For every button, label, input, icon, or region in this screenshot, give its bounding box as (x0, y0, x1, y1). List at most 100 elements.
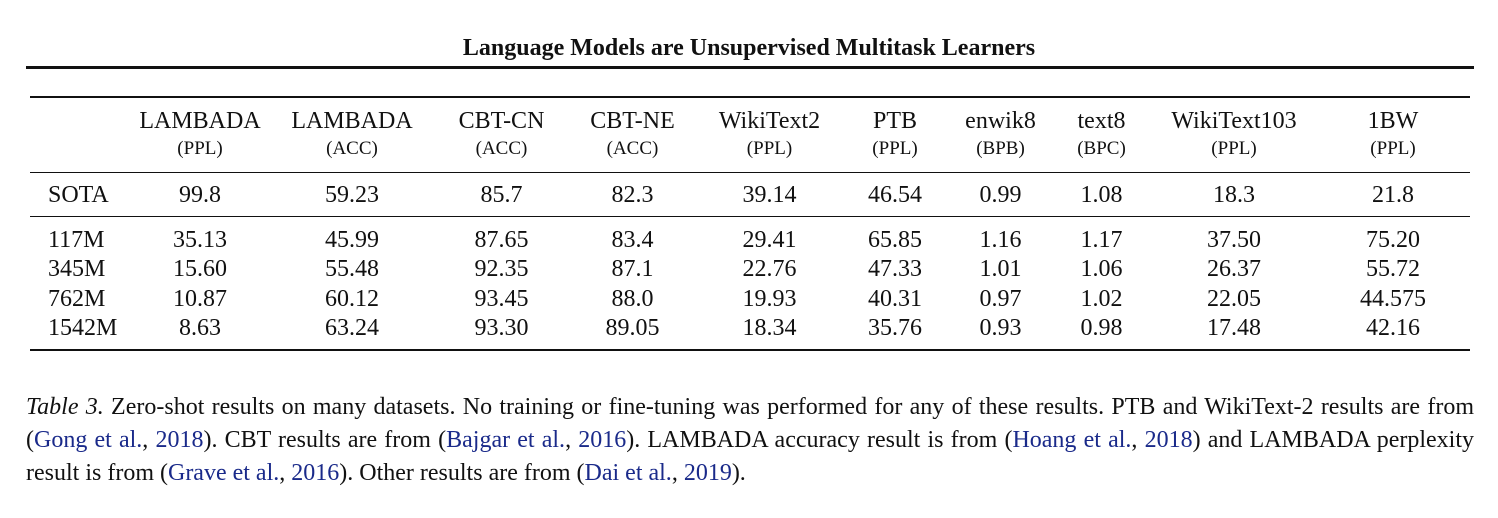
column-header: enwik8 (BPB) (950, 96, 1051, 173)
table-cell: 92.35 (474, 256, 529, 283)
citation-link[interactable]: Gong et al. (34, 427, 143, 453)
citation-link[interactable]: Dai et al. (584, 460, 672, 486)
table-cell: 82.3 (566, 172, 699, 217)
table-cell: 1.17 (1080, 226, 1123, 253)
table-cell: 22.05 (1207, 285, 1261, 312)
table-cell: 17.48 (1152, 313, 1316, 351)
table-cell: 42.16 (1316, 313, 1470, 351)
column-metric: (BPC) (1077, 138, 1126, 159)
citation-link[interactable]: Grave et al. (167, 460, 280, 486)
table-cell: 55.72 (1366, 256, 1420, 283)
table-cell: 88.0 (611, 285, 654, 312)
header-row: LAMBADA (PPL) LAMBADA (ACC) CBT-CN (ACC) CBT-N… (30, 96, 1470, 173)
table-cell: 47.33 (868, 256, 922, 283)
header-rule (26, 66, 1474, 69)
column-name: CBT-CN (458, 108, 545, 134)
column-metric: (ACC) (326, 138, 378, 159)
column-name: PTB (872, 108, 917, 134)
column-header: text8 (BPC) (1051, 96, 1152, 173)
column-header: 1BW (PPL) (1316, 96, 1470, 173)
column-name: 1BW (1367, 108, 1419, 134)
column-metric: (PPL) (872, 138, 918, 159)
citation-year-link[interactable]: 2018 (155, 427, 204, 453)
table-row: 1542M 8.63 63.24 93.30 89.05 18.34 35.76 0.93 0.… (30, 313, 1470, 351)
column-metric: (PPL) (1211, 138, 1257, 159)
table-caption: Table 3. Zero-shot results on many datas… (26, 394, 1475, 486)
table-cell: 1.16 (979, 226, 1022, 253)
table-cell: 35.13 (173, 226, 227, 253)
table-cell: 0.99 (950, 172, 1051, 217)
table-cell: 93.45 (474, 285, 529, 312)
row-label: 1542M (30, 313, 133, 351)
corner-cell (30, 96, 133, 173)
table-cell: 19.93 (742, 285, 797, 312)
table-cell: 75.20 (1366, 226, 1420, 253)
table-row: 117M 35.13 45.99 87.65 83.4 29.41 65.85 1.16 1.1… (30, 217, 1470, 255)
citation-link[interactable]: Hoang et al. (1012, 427, 1132, 453)
table-cell: 93.30 (437, 313, 566, 351)
table-cell: 85.7 (437, 172, 566, 217)
citation-year-link[interactable]: 2016 (291, 460, 340, 486)
table-cell: 65.85 (868, 226, 922, 253)
column-header: CBT-NE (ACC) (566, 96, 699, 173)
caption-text: Zero-shot results on many datasets. No t… (26, 394, 1475, 453)
table-cell: 37.50 (1207, 226, 1261, 253)
table-cell: 18.3 (1152, 172, 1316, 217)
column-metric: (PPL) (177, 138, 223, 159)
column-metric: (PPL) (1370, 138, 1416, 159)
table-cell: 46.54 (840, 172, 950, 217)
table-cell: 26.37 (1207, 256, 1261, 283)
table-cell: 10.87 (173, 285, 227, 312)
row-label: 117M (48, 226, 105, 253)
column-header: LAMBADA (PPL) (133, 96, 267, 173)
table-cell: 55.48 (325, 256, 379, 283)
column-metric: (BPB) (976, 138, 1025, 159)
column-header: WikiText103 (PPL) (1152, 96, 1316, 173)
column-name: text8 (1077, 108, 1126, 134)
table-cell: 1.01 (979, 256, 1022, 283)
table-cell: 22.76 (742, 256, 797, 283)
table-cell: 18.34 (699, 313, 840, 351)
citation-year-link[interactable]: 2019 (683, 460, 732, 486)
table-cell: 59.23 (267, 172, 437, 217)
citation-year-link[interactable]: 2018 (1144, 427, 1193, 453)
column-metric: (ACC) (475, 138, 528, 159)
row-label: 345M (48, 256, 106, 283)
caption-text: ) and LAMBADA perplexity result is from … (26, 427, 1475, 486)
citation-year-link[interactable]: 2016 (578, 427, 627, 453)
table-cell: 45.99 (325, 226, 379, 253)
column-header: PTB (PPL) (840, 96, 950, 173)
column-name: CBT-NE (590, 108, 675, 134)
column-header: WikiText2 (PPL) (699, 96, 840, 173)
caption-label: Table 3. (26, 394, 104, 420)
results-table: LAMBADA (PPL) LAMBADA (ACC) CBT-CN (ACC) CBT-N… (30, 96, 1470, 351)
table-row: 762M 10.87 60.12 93.45 88.0 19.93 40.31 0.97 1.0… (30, 284, 1470, 314)
table-cell: 1.06 (1080, 256, 1123, 283)
table-cell: 1.08 (1051, 172, 1152, 217)
table-cell: 39.14 (699, 172, 840, 217)
table-cell: 35.76 (840, 313, 950, 351)
column-metric: (PPL) (746, 138, 793, 159)
caption-text: ). (731, 460, 746, 486)
table-cell: 87.65 (474, 226, 529, 253)
table-cell: 8.63 (133, 313, 267, 351)
table-cell: 0.93 (950, 313, 1051, 351)
table-cell: 60.12 (325, 285, 379, 312)
caption-text: ). CBT results are from ( (203, 427, 447, 453)
table-row: 345M 15.60 55.48 92.35 87.1 22.76 47.33 1.01 1.0… (30, 255, 1470, 285)
column-name: LAMBADA (139, 108, 261, 134)
table-body: LAMBADA (PPL) LAMBADA (ACC) CBT-CN (ACC) CBT-N… (30, 96, 1470, 351)
row-label: 762M (48, 285, 106, 312)
table-cell: 21.8 (1316, 172, 1470, 217)
row-label: SOTA (30, 172, 133, 217)
table-cell: 15.60 (173, 256, 227, 283)
column-metric: (ACC) (606, 138, 659, 159)
table-cell: 44.575 (1360, 285, 1426, 312)
caption-text: ). LAMBADA accuracy result is from ( (626, 427, 1013, 453)
table-cell: 0.98 (1051, 313, 1152, 351)
caption-text: ). Other results are from ( (339, 460, 585, 486)
column-name: WikiText103 (1171, 108, 1297, 134)
table-cell: 87.1 (611, 256, 654, 283)
citation-link[interactable]: Bajgar et al. (446, 427, 566, 453)
table-cell: 63.24 (267, 313, 437, 351)
